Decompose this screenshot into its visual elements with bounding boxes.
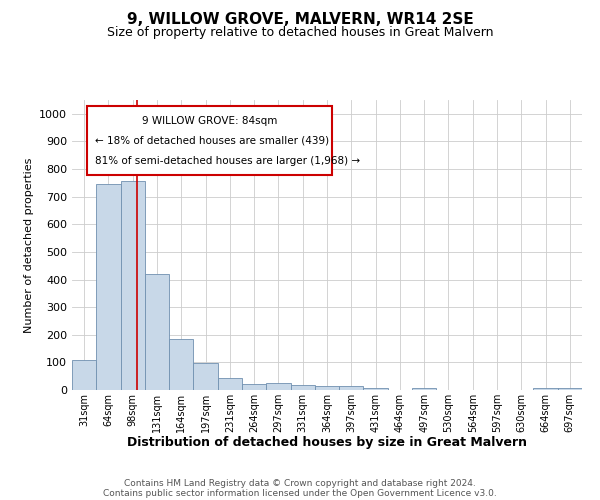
Bar bbox=[412, 388, 436, 390]
Bar bbox=[339, 386, 364, 390]
Bar bbox=[533, 388, 558, 390]
Text: 9 WILLOW GROVE: 84sqm: 9 WILLOW GROVE: 84sqm bbox=[142, 116, 277, 126]
Text: 9, WILLOW GROVE, MALVERN, WR14 2SE: 9, WILLOW GROVE, MALVERN, WR14 2SE bbox=[127, 12, 473, 28]
Text: Contains HM Land Registry data © Crown copyright and database right 2024.: Contains HM Land Registry data © Crown c… bbox=[124, 478, 476, 488]
FancyBboxPatch shape bbox=[88, 106, 332, 176]
Text: Size of property relative to detached houses in Great Malvern: Size of property relative to detached ho… bbox=[107, 26, 493, 39]
Y-axis label: Number of detached properties: Number of detached properties bbox=[23, 158, 34, 332]
Bar bbox=[96, 184, 121, 390]
Bar bbox=[121, 182, 145, 390]
Bar bbox=[290, 386, 315, 390]
Text: 81% of semi-detached houses are larger (1,968) →: 81% of semi-detached houses are larger (… bbox=[95, 156, 360, 166]
Text: Contains public sector information licensed under the Open Government Licence v3: Contains public sector information licen… bbox=[103, 488, 497, 498]
Bar bbox=[266, 383, 290, 390]
Text: Distribution of detached houses by size in Great Malvern: Distribution of detached houses by size … bbox=[127, 436, 527, 449]
Text: ← 18% of detached houses are smaller (439): ← 18% of detached houses are smaller (43… bbox=[95, 136, 329, 145]
Bar bbox=[364, 388, 388, 390]
Bar bbox=[169, 339, 193, 390]
Bar bbox=[218, 378, 242, 390]
Bar bbox=[193, 363, 218, 390]
Bar bbox=[558, 388, 582, 390]
Bar bbox=[145, 274, 169, 390]
Bar bbox=[315, 386, 339, 390]
Bar bbox=[242, 384, 266, 390]
Bar bbox=[72, 360, 96, 390]
